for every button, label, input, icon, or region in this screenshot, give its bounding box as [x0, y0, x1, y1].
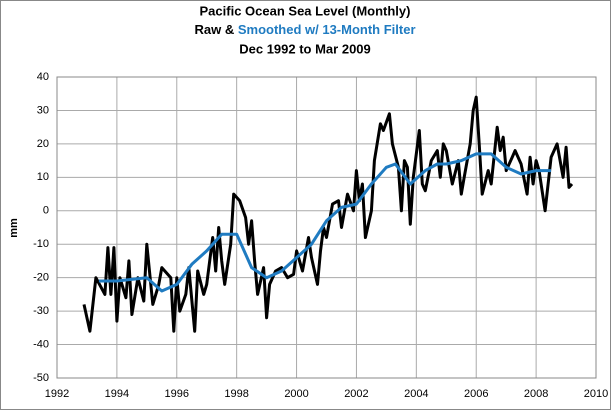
y-tick-label: 30: [37, 104, 49, 116]
plot-border: [56, 76, 597, 379]
y-tick-label: 40: [37, 71, 49, 83]
chart-subtitle: Raw & Smoothed w/ 13-Month Filter: [194, 22, 415, 37]
x-tick-label: 2000: [284, 388, 308, 400]
y-tick-label: -20: [33, 272, 49, 284]
y-tick-label: -30: [33, 305, 49, 317]
data-line: [82, 95, 574, 333]
x-tick-label: 1994: [105, 388, 129, 400]
x-tick-label: 2006: [464, 388, 488, 400]
chart-title: Pacific Ocean Sea Level (Monthly): [200, 3, 411, 18]
y-tick-label: 20: [37, 138, 49, 150]
y-tick-label: 0: [43, 205, 49, 217]
x-tick-label: 2004: [404, 388, 428, 400]
subtitle-part: Smoothed w/ 13-Month Filter: [238, 22, 416, 37]
x-tick-label: 1992: [45, 388, 69, 400]
data-line: [98, 152, 552, 293]
y-tick-label: 10: [37, 171, 49, 183]
subtitle-part: Raw &: [194, 22, 234, 37]
x-tick-label: 2008: [524, 388, 548, 400]
y-tick-label: -10: [33, 238, 49, 250]
y-tick-label: -50: [33, 372, 49, 384]
y-axis-label: mm: [8, 218, 20, 238]
x-tick-label: 2002: [344, 388, 368, 400]
x-tick-label: 2010: [584, 388, 608, 400]
x-tick-label: 1996: [165, 388, 189, 400]
y-tick-label: -40: [33, 338, 49, 350]
chart-date-range: Dec 1992 to Mar 2009: [239, 41, 371, 56]
x-tick-label: 1998: [224, 388, 248, 400]
